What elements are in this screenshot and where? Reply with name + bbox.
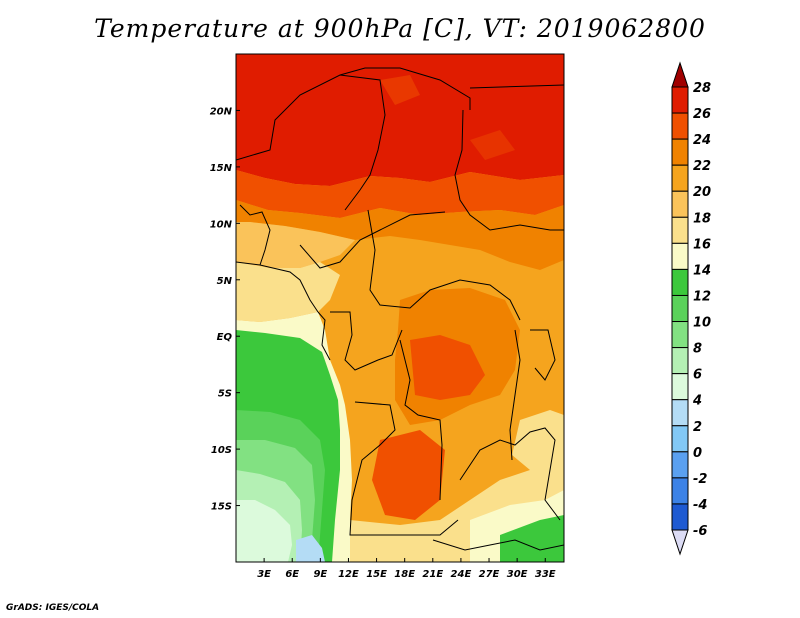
- speckle: [470, 130, 515, 160]
- zone-22-24: [236, 200, 564, 270]
- credit-label: GrADS: IGES/COLA: [6, 603, 100, 613]
- lon-tick-label: 3E: [257, 569, 271, 580]
- zone-26-28: [236, 54, 564, 186]
- colorbar-level-label: 4: [692, 394, 702, 409]
- border-line: [469, 84, 564, 89]
- lat-tick-label: 5N: [217, 276, 233, 287]
- border-line: [454, 109, 564, 231]
- colorbar-level-label: 22: [693, 159, 711, 174]
- border-line: [349, 401, 459, 536]
- border-line: [530, 329, 556, 381]
- border-line: [459, 427, 561, 521]
- lon-tick-label: 24E: [451, 569, 472, 580]
- lon-tick-label: 30E: [507, 569, 528, 580]
- colorbar-swatch: [671, 112, 689, 140]
- colorbar-level-label: 20: [693, 185, 711, 200]
- border-line: [236, 74, 386, 211]
- colorbar-swatch: [671, 503, 689, 531]
- colorbar-swatch: [671, 321, 689, 349]
- zone-18-20-north: [236, 222, 355, 268]
- lon-tick-label: 21E: [422, 569, 443, 580]
- colorbar-swatch: [671, 242, 689, 270]
- lat-tick-label: 10S: [211, 445, 232, 456]
- zone-16-18: [236, 262, 340, 322]
- lat-tick-label: 15S: [211, 502, 232, 513]
- zone-24-26: [236, 170, 564, 218]
- lon-tick-label: 18E: [394, 569, 415, 580]
- colorbar-swatch: [671, 294, 689, 323]
- map-frame: [235, 53, 565, 563]
- colorbar-swatch: [671, 477, 689, 505]
- lon-tick-label: 15E: [366, 569, 387, 580]
- zone-2-4-atlantic: [296, 535, 325, 562]
- border-line: [509, 329, 521, 461]
- longitude-axis: 3E 6E 9E 12E 15E 18E 21E 24E 27E 30E 33E: [257, 558, 556, 580]
- temperature-field: [236, 54, 564, 562]
- zone-24-26-congo: [410, 335, 485, 400]
- map-title: Temperature at 900hPa [C], VT: 201906280…: [94, 14, 706, 43]
- zone-16-18-east: [512, 410, 564, 470]
- colorbar-swatch: [671, 190, 689, 218]
- colorbar-swatch: [671, 138, 689, 166]
- latitude-axis: 20N 15N 10N 5N EQ 5S 10S 15S: [210, 106, 240, 513]
- colorbar-level-label: 6: [693, 368, 702, 383]
- lon-tick-label: 6E: [285, 569, 299, 580]
- colorbar-swatch: [671, 216, 689, 244]
- colorbar-level-label: 2: [693, 420, 702, 435]
- border-line: [339, 67, 471, 110]
- border-line: [299, 211, 446, 269]
- lat-tick-label: 10N: [210, 219, 233, 230]
- colorbar-level-label: 0: [693, 446, 702, 461]
- coastline: [236, 261, 319, 313]
- colorbar-swatch: [671, 399, 689, 427]
- colorbar-level-label: 28: [693, 81, 711, 96]
- colorbar-level-label: 24: [693, 133, 711, 148]
- colorbar-level-label: -4: [693, 498, 707, 513]
- border-line: [432, 539, 564, 551]
- lat-tick-label: EQ: [217, 332, 233, 343]
- colorbar-level-label: 12: [693, 289, 711, 304]
- lat-tick-label: 20N: [210, 106, 233, 117]
- zone-4-6-atlantic: [236, 500, 292, 562]
- colorbar-swatch: [671, 425, 689, 453]
- lat-tick-label: 15N: [210, 163, 233, 174]
- colorbar-level-label: 16: [693, 237, 711, 252]
- colorbar-level-label: 14: [693, 263, 711, 278]
- colorbar-level-label: -2: [693, 472, 707, 487]
- colorbar-swatch: [671, 268, 689, 296]
- border-line: [399, 339, 443, 501]
- zone-12-14-southeast: [500, 515, 564, 562]
- colorbar-level-label: -6: [693, 524, 707, 539]
- border-line: [330, 311, 403, 371]
- speckle: [380, 75, 420, 105]
- colorbar-swatch: [671, 86, 689, 114]
- lat-tick-label: 5S: [218, 389, 232, 400]
- colorbar-level-label: 26: [693, 107, 711, 122]
- colorbar-top-arrow: [671, 61, 689, 88]
- lon-tick-label: 27E: [479, 569, 500, 580]
- lon-tick-label: 33E: [535, 569, 556, 580]
- colorbar-level-label: 18: [693, 211, 711, 226]
- colorbar-level-label: 8: [693, 342, 702, 357]
- colorbar-swatch: [671, 373, 689, 401]
- colorbar-swatch: [671, 164, 689, 192]
- colorbar-bottom-arrow: [671, 529, 689, 556]
- colorbar-level-label: 10: [693, 316, 711, 331]
- lon-tick-label: 9E: [313, 569, 327, 580]
- border-line: [239, 204, 271, 266]
- lon-tick-label: 12E: [338, 569, 359, 580]
- border-line: [367, 209, 521, 321]
- colorbar-swatch: [671, 347, 689, 375]
- coastline: [317, 311, 331, 361]
- colorbar-swatch: [671, 451, 689, 479]
- country-borders: [236, 67, 564, 551]
- zone-24-26-south: [372, 430, 445, 520]
